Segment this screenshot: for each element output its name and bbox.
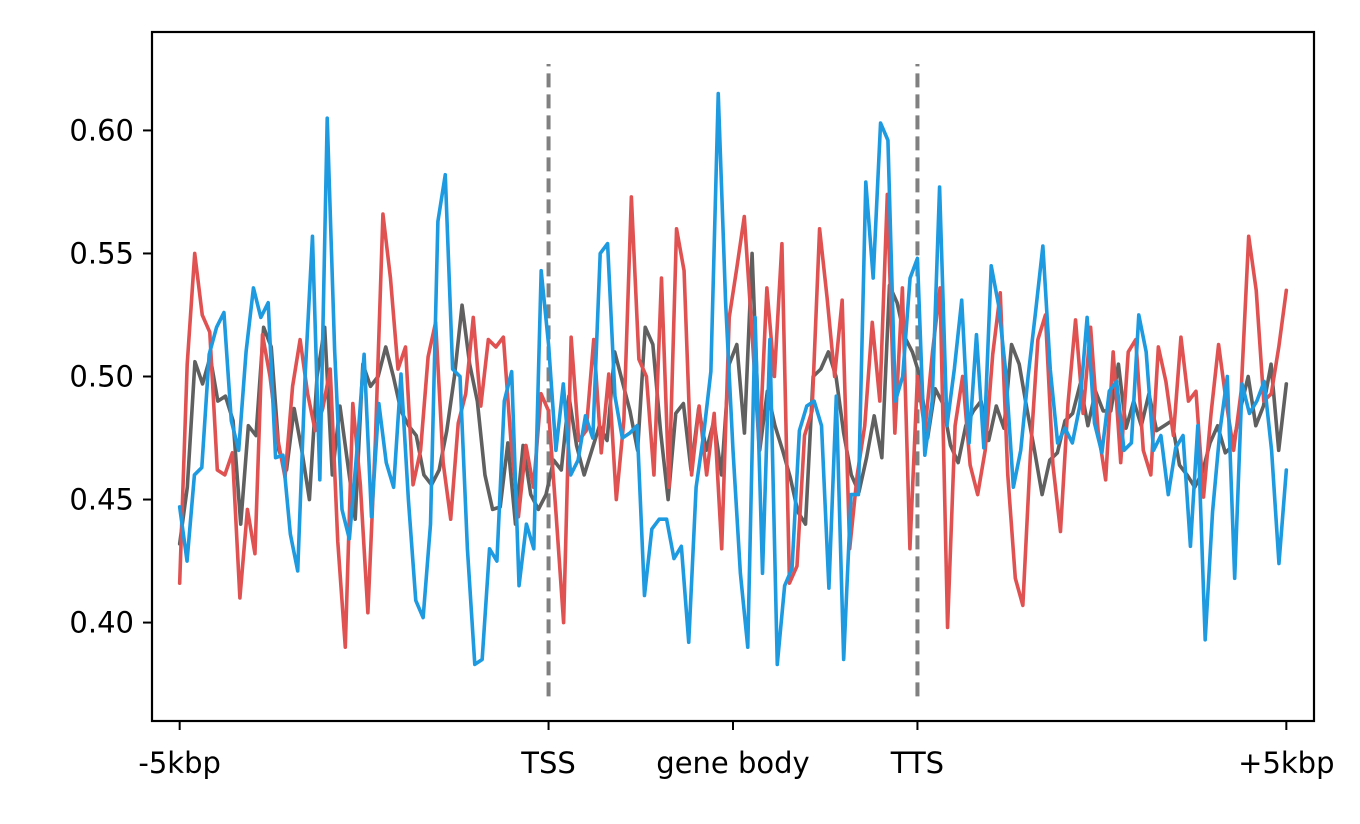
y-tick-label-3: 0.55 (69, 236, 134, 270)
y-tick-label-1: 0.45 (69, 483, 134, 517)
series-lines (177, 91, 1289, 667)
x-tick-label-4: +5kbp (1238, 746, 1334, 780)
x-axis-ticks: -5kbp TSS gene body TTS +5kbp (138, 721, 1335, 780)
y-tick-label-4: 0.60 (69, 113, 134, 147)
x-tick-label-3: TTS (890, 746, 944, 780)
series-line-1 (177, 192, 1289, 649)
y-tick-label-2: 0.50 (69, 360, 134, 394)
x-tick-label-0: -5kbp (138, 746, 221, 780)
y-axis-ticks: 0.40 0.45 0.50 0.55 0.60 (69, 113, 152, 640)
x-tick-label-1: TSS (520, 746, 576, 780)
x-tick-label-2: gene body (656, 746, 809, 780)
series-line-2 (177, 91, 1289, 667)
y-tick-label-0: 0.40 (69, 606, 134, 640)
